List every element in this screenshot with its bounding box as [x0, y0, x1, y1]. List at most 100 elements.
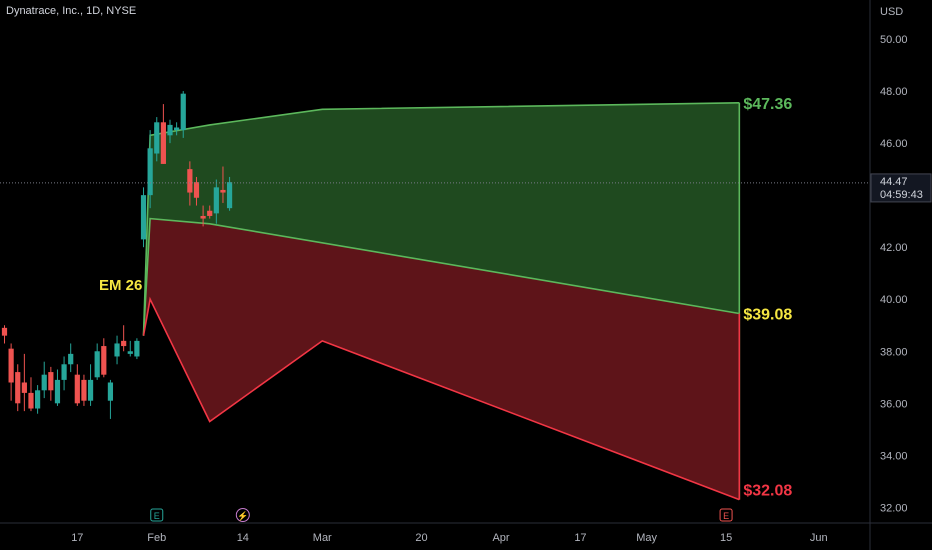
upper-bound-line: [142, 102, 740, 336]
candle-body: [1, 327, 8, 336]
candle: [180, 91, 186, 138]
candle-body: [140, 195, 147, 240]
time-tick-label: 20: [415, 532, 427, 544]
price-tick-label: 40.00: [880, 294, 908, 306]
time-tick-label: 17: [71, 532, 83, 544]
candle: [114, 335, 120, 365]
candle: [226, 176, 233, 211]
earnings-icon-glyph: E: [723, 511, 729, 521]
candle-body: [174, 127, 180, 131]
candle-body: [134, 340, 140, 357]
candle-body: [160, 122, 166, 164]
candle: [174, 122, 180, 136]
currency-label: USD: [880, 6, 903, 18]
candle: [81, 374, 87, 406]
time-tick-label: 14: [237, 532, 249, 544]
candle-body: [21, 382, 27, 393]
candle-body: [226, 182, 233, 209]
lower-bound-line: [142, 296, 740, 501]
candle-body: [167, 124, 173, 136]
price-tick-label: 36.00: [880, 398, 908, 410]
candle: [167, 119, 173, 144]
candle-body: [187, 169, 193, 193]
upper-zone-fill: [143, 102, 740, 336]
mid-bound-line: [142, 217, 740, 336]
candle: [193, 176, 200, 206]
candle: [220, 166, 226, 203]
candle: [54, 369, 61, 406]
candle-body: [61, 364, 67, 380]
candle: [121, 325, 127, 352]
candle: [160, 104, 166, 164]
price-tick-label: 34.00: [880, 450, 908, 462]
symbol-title[interactable]: Dynatrace, Inc., 1D, NYSE: [6, 5, 136, 17]
earnings-icon-box: [150, 508, 164, 522]
candle: [140, 187, 147, 248]
candle-body: [35, 390, 41, 409]
candle: [207, 205, 213, 219]
time-tick-label: 17: [574, 532, 586, 544]
candle-body: [107, 382, 114, 401]
candle-body: [94, 351, 100, 378]
mid-bound-label: $39.08: [743, 307, 792, 324]
price-axis[interactable]: 50.0048.0046.0044.0042.0040.0038.0036.00…: [869, 0, 932, 550]
dividend-icon-glyph: ⚡: [237, 510, 248, 522]
earnings-icon-box: [719, 508, 733, 522]
candle-body: [87, 379, 94, 401]
candle-body: [127, 351, 133, 354]
time-tick-label: Mar: [313, 532, 332, 544]
price-tick-label: 50.00: [880, 34, 908, 46]
last-price-value: 44.47: [880, 176, 908, 188]
candle-body: [41, 374, 47, 391]
earnings-icon-glyph: E: [154, 511, 160, 521]
candle-body: [193, 182, 200, 198]
price-tick-label: 32.00: [880, 502, 908, 514]
candles: [1, 91, 233, 419]
candle: [61, 356, 67, 391]
candle: [147, 130, 153, 209]
candle: [187, 161, 193, 206]
candle-body: [8, 348, 14, 383]
candle: [1, 325, 8, 344]
candle: [94, 343, 100, 380]
candle-body: [101, 346, 107, 375]
candle: [35, 385, 41, 414]
candle: [74, 364, 80, 406]
candle: [15, 364, 21, 412]
upper-bound-label: $47.36: [743, 96, 792, 113]
candle-body: [28, 392, 34, 409]
lower-bound-label: $32.08: [743, 483, 792, 500]
candle: [134, 338, 140, 360]
candle-body: [121, 340, 127, 347]
price-tick-label: 38.00: [880, 346, 908, 358]
price-tick-label: 48.00: [880, 86, 908, 98]
time-axis[interactable]: 17 Feb 14 Mar 20 Apr 17 May 15 Jun: [0, 522, 932, 544]
em-label: EM 26: [99, 277, 142, 294]
candle-body: [68, 353, 74, 365]
earnings-icon[interactable]: E: [719, 508, 733, 522]
expected-move-zones: [142, 102, 741, 501]
candle: [87, 364, 94, 406]
candle: [41, 361, 47, 399]
candle: [107, 379, 114, 419]
time-tick-label: May: [636, 532, 657, 544]
candle-body: [54, 379, 61, 404]
event-markers[interactable]: E ⚡ E: [150, 508, 733, 523]
time-tick-label: Feb: [147, 532, 166, 544]
price-tick-label: 46.00: [880, 138, 908, 150]
candle-body: [220, 189, 226, 193]
time-tick-label: Apr: [492, 532, 509, 544]
candle-body: [48, 372, 54, 391]
candle-body: [180, 93, 186, 131]
earnings-icon[interactable]: E: [150, 508, 164, 522]
candle-body: [154, 122, 160, 154]
candle-body: [15, 372, 21, 404]
candle-body: [213, 187, 219, 214]
candle: [200, 205, 206, 227]
dividend-icon[interactable]: ⚡: [235, 508, 250, 523]
candle: [8, 343, 14, 401]
candle: [68, 343, 74, 373]
